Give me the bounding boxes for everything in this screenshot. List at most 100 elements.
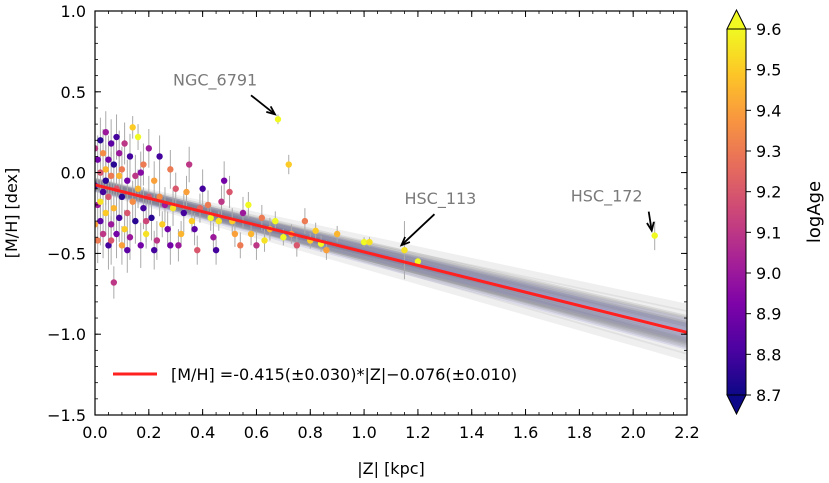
data-point (110, 161, 118, 168)
data-point (142, 217, 150, 225)
data-point (107, 237, 115, 244)
data-point (169, 204, 177, 212)
data-point (220, 177, 228, 184)
data-point (151, 177, 158, 184)
x-tick-label: 0.2 (136, 423, 161, 442)
data-point (414, 258, 422, 265)
legend: [M/H] =-0.415(±0.030)*|Z|−0.076(±0.010) (113, 365, 517, 384)
data-point (107, 140, 115, 147)
data-point (140, 161, 147, 168)
data-point (126, 153, 134, 160)
data-point (121, 140, 128, 147)
data-point (312, 227, 319, 234)
data-point (180, 209, 187, 217)
data-point (177, 230, 185, 238)
fit-line (95, 183, 687, 334)
data-point (116, 214, 123, 222)
data-point (204, 201, 212, 209)
data-point (132, 172, 139, 180)
annotation-label: HSC_113 (404, 189, 476, 209)
data-point (97, 137, 104, 144)
x-tick-label: 1.4 (459, 423, 484, 442)
colorbar-extend-top (726, 8, 747, 30)
data-point (113, 230, 120, 238)
annotation-label: HSC_172 (571, 187, 643, 207)
data-point (116, 150, 123, 157)
data-point (239, 209, 247, 217)
data-point (129, 198, 136, 205)
annotation-arrowhead (399, 236, 411, 247)
data-point (167, 242, 174, 249)
data-point (107, 221, 115, 228)
colorbar-tick-label: 9.5 (756, 61, 781, 80)
data-point (97, 217, 104, 225)
data-point (194, 246, 201, 254)
data-point (207, 214, 214, 222)
y-axis-ticks: −1.5 −1.0 −0.5 0.0 0.5 1.0 (47, 2, 687, 425)
data-point (134, 133, 142, 141)
annotation-arrowhead (266, 105, 277, 116)
colorbar-tick-label: 9.2 (756, 183, 781, 202)
data-point (116, 172, 123, 180)
data-point (124, 177, 131, 184)
data-point (95, 145, 99, 152)
annotation-arrow (400, 213, 436, 246)
data-point (333, 230, 341, 238)
data-point (97, 198, 104, 205)
annotation-label: NGC_6791 (173, 70, 257, 90)
data-point (110, 204, 118, 212)
data-point (323, 246, 330, 254)
data-point (210, 234, 217, 241)
data-point (231, 230, 239, 238)
data-point (245, 201, 252, 209)
data-point (129, 124, 136, 131)
data-point (401, 246, 408, 254)
data-point (105, 242, 112, 249)
data-point (274, 116, 282, 123)
data-point (261, 237, 268, 244)
y-tick-label: 0.0 (61, 164, 86, 183)
data-point (118, 193, 126, 201)
data-point (102, 177, 109, 184)
data-point (153, 237, 161, 244)
data-point (124, 246, 131, 254)
data-point (121, 225, 128, 233)
fit-band-draw (95, 184, 687, 361)
colorbar-tick-label: 9.4 (756, 101, 781, 120)
y-tick-label: −1.0 (47, 325, 86, 344)
y-tick-label: 1.0 (61, 2, 86, 21)
colorbar-tick-label: 9.6 (756, 20, 781, 39)
data-point (126, 234, 134, 241)
data-point (366, 238, 373, 246)
data-point (360, 238, 368, 246)
fit-band-draw (95, 178, 687, 334)
colorbar: 8.7 8.8 8.9 9.0 9.1 9.2 9.3 9.4 9.5 9.6 logAge (726, 8, 825, 416)
x-tick-label: 0.0 (82, 423, 107, 442)
fit-band-draw (95, 180, 687, 327)
data-point (113, 133, 120, 141)
x-tick-label: 0.8 (298, 423, 323, 442)
data-point (124, 209, 131, 217)
fit-band-draw (95, 178, 687, 326)
x-tick-label: 2.2 (674, 423, 699, 442)
fit-band-draw (95, 179, 687, 332)
colorbar-tick-label: 9.0 (756, 264, 781, 283)
fit-uncertainty-band (95, 177, 687, 361)
data-point (137, 242, 144, 249)
data-point (95, 156, 101, 163)
legend-label: [M/H] =-0.415(±0.030)*|Z|−0.076(±0.010) (171, 365, 517, 384)
data-point (159, 221, 166, 228)
data-point (137, 169, 144, 176)
data-point (102, 209, 109, 217)
data-point (132, 217, 139, 225)
y-tick-label: −1.5 (47, 406, 86, 425)
y-axis-label: [M/H] [dex] (2, 168, 21, 258)
x-tick-label: 0.6 (244, 423, 269, 442)
data-point (145, 145, 153, 152)
data-point (164, 225, 171, 233)
colorbar-extend-bottom (726, 394, 747, 416)
x-tick-label: 1.0 (351, 423, 376, 442)
x-tick-label: 1.6 (513, 423, 538, 442)
x-axis-label: |Z| [kpc] (357, 459, 425, 478)
